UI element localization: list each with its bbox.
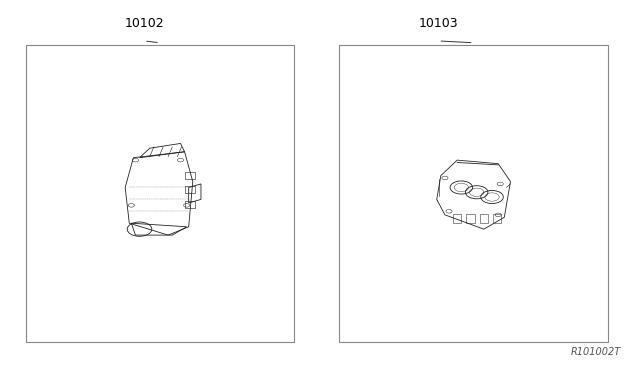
- Bar: [467, 214, 475, 223]
- Text: 10102: 10102: [124, 17, 164, 30]
- Bar: [26, 45, 294, 342]
- Bar: [184, 172, 195, 179]
- Bar: [493, 214, 501, 223]
- Bar: [480, 214, 488, 223]
- Bar: [339, 45, 608, 342]
- Bar: [453, 214, 461, 223]
- Bar: [184, 201, 195, 208]
- Text: R101002T: R101002T: [570, 347, 621, 357]
- Text: 10103: 10103: [419, 17, 458, 30]
- Bar: [184, 186, 195, 193]
